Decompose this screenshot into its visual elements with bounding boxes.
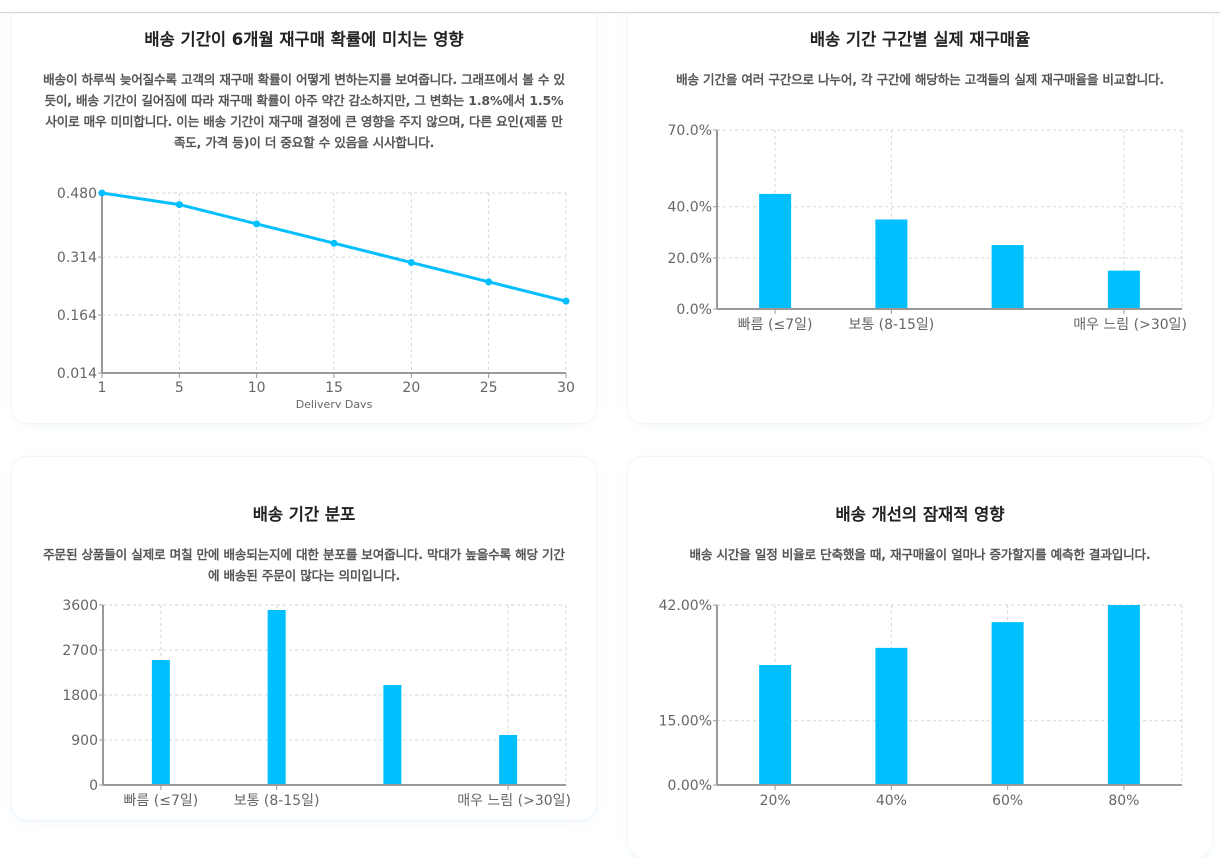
y-tick-label: 0 <box>89 778 98 794</box>
x-tick-label: 60% <box>992 793 1023 809</box>
y-tick-label: 0.480 <box>57 186 97 202</box>
data-point <box>175 201 183 209</box>
x-axis-label: Delivery Days <box>296 398 373 411</box>
chart-card-repurchase-probability: 배송 기간이 6개월 재구매 확률에 미치는 영향 배송이 하루씩 늦어질수록 … <box>12 0 596 423</box>
y-tick-label: 2700 <box>62 643 98 659</box>
y-tick-label: 40.0% <box>668 200 712 216</box>
y-tick-label: 900 <box>71 733 98 749</box>
y-tick-label: 0.00% <box>668 778 712 794</box>
bar <box>759 665 792 785</box>
x-tick-label: 10 <box>248 380 266 396</box>
x-tick-label: 80% <box>1108 793 1139 809</box>
data-point <box>98 189 106 197</box>
bar <box>875 219 908 309</box>
top-border <box>0 0 1220 13</box>
bar <box>875 647 908 785</box>
bar <box>991 245 1024 309</box>
x-tick-label: 25 <box>480 380 498 396</box>
bar <box>267 610 286 785</box>
y-tick-label: 15.00% <box>659 714 712 730</box>
x-tick-label: 20 <box>402 380 420 396</box>
y-tick-label: 0.014 <box>57 366 97 382</box>
y-tick-label: 0.164 <box>57 308 97 324</box>
data-point <box>485 278 493 286</box>
x-tick-label: 15 <box>325 380 343 396</box>
data-point <box>253 220 261 228</box>
x-tick-label: 보통 (8-15일) <box>848 317 934 333</box>
chart-card-actual-repurchase-rate: 배송 기간 구간별 실제 재구매율 배송 기간을 여러 구간으로 나누어, 각 … <box>628 0 1212 423</box>
y-tick-label: 3600 <box>62 598 98 614</box>
card-description: 주문된 상품들이 실제로 며칠 만에 배송되는지에 대한 분포를 보여줍니다. … <box>43 547 565 583</box>
card-title: 배송 기간 분포 <box>252 505 356 524</box>
y-tick-label: 42.00% <box>659 598 712 614</box>
chart-card-delivery-distribution: 배송 기간 분포 주문된 상품들이 실제로 며칠 만에 배송되는지에 대한 분포… <box>12 457 596 820</box>
card-title: 배송 개선의 잠재적 영향 <box>835 505 1005 524</box>
bar <box>1107 270 1140 309</box>
data-point <box>562 297 570 305</box>
card-description: 배송 기간을 여러 구간으로 나누어, 각 구간에 해당하는 고객들의 실제 재… <box>676 72 1164 87</box>
y-tick-label: 70.0% <box>668 123 712 139</box>
y-tick-label: 0.0% <box>676 302 712 318</box>
bar <box>151 660 170 785</box>
y-tick-label: 0.314 <box>57 250 97 266</box>
bar-chart-actual-repurchase-rate: 0.0% 20.0% 40.0% 70.0% 빠름 (≤7일) 보통 (8-15일) 매우 … <box>668 123 1187 333</box>
x-tick-label: 5 <box>175 380 184 396</box>
x-tick-label: 빠름 (≤7일) <box>124 793 199 809</box>
card-title: 배송 기간이 6개월 재구매 확률에 미치는 영향 <box>144 30 464 49</box>
card-title: 배송 기간 구간별 실제 재구매율 <box>809 30 1031 49</box>
x-tick-label: 매우 느림 (>30일) <box>1073 317 1187 333</box>
bar <box>499 735 518 785</box>
card-description: 배송이 하루씩 늦어질수록 고객의 재구매 확률이 어떻게 변하는지를 보여줍니… <box>43 72 565 150</box>
card-description: 배송 시간을 일정 비율로 단축했을 때, 재구매율이 얼마나 증가할지를 예측… <box>689 547 1151 562</box>
x-tick-label: 빠름 (≤7일) <box>738 317 813 333</box>
bar <box>759 193 792 309</box>
x-tick-label: 20% <box>760 793 791 809</box>
bar-chart-delivery-distribution: 0 900 1800 2700 3600 빠름 (≤7일) 보통 (8-15일) 매우 느림 … <box>62 598 571 809</box>
bar <box>991 622 1024 785</box>
bar <box>1107 605 1140 785</box>
y-tick-label: 1800 <box>62 688 98 704</box>
x-tick-label: 매우 느림 (>30일) <box>457 793 571 809</box>
x-tick-label: 1 <box>98 380 107 396</box>
bar <box>383 685 402 785</box>
data-point <box>330 239 338 247</box>
x-tick-label: 30 <box>557 380 575 396</box>
x-tick-label: 40% <box>876 793 907 809</box>
y-tick-label: 20.0% <box>668 251 712 267</box>
x-tick-label: 보통 (8-15일) <box>234 793 320 809</box>
bar-chart-improvement-impact: 0.00% 15.00% 42.00% 20% 40% 60% 80% <box>659 598 1183 809</box>
data-point <box>407 259 415 267</box>
